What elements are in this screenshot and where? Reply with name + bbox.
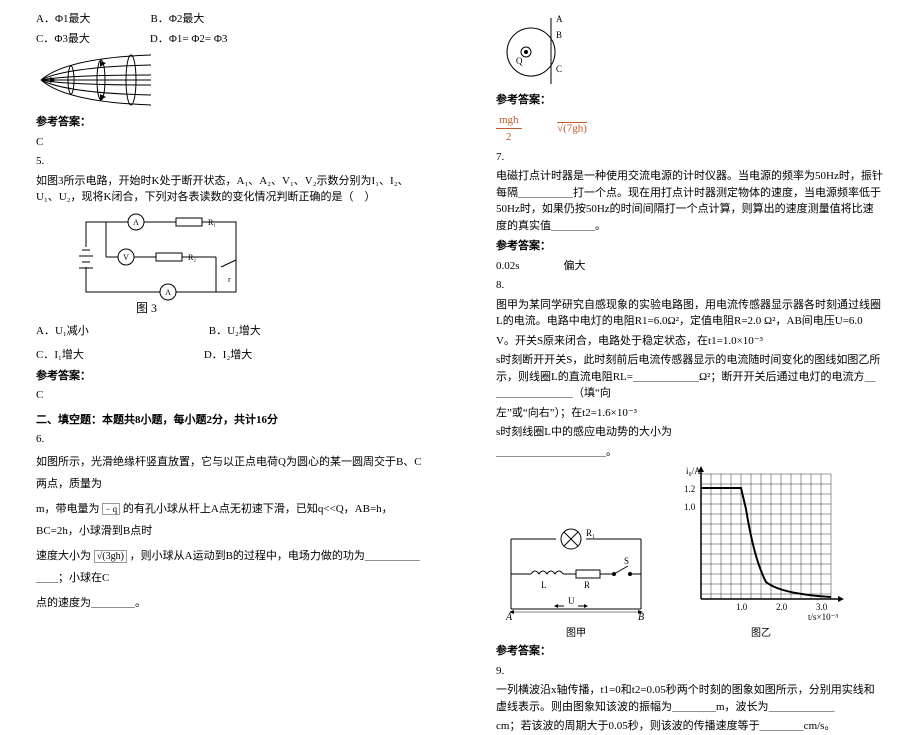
svg-text:1.0: 1.0 xyxy=(684,502,696,512)
q4-ans: C xyxy=(36,134,424,151)
q4-opt-a: A．Φ1最大 xyxy=(36,11,90,28)
q6-p2: m，带电量为 − q 的有孔小球从杆上A点无初速下滑，已知q<<Q，AB=h，B… xyxy=(36,498,424,542)
q8-p6: ＿＿＿＿＿＿＿＿＿＿。 xyxy=(496,444,884,461)
svg-text:L: L xyxy=(541,580,547,590)
q8-num: 8. xyxy=(496,277,884,294)
svg-text:t/s×10⁻³: t/s×10⁻³ xyxy=(808,612,838,622)
svg-text:i₀/A: i₀/A xyxy=(686,466,701,476)
svg-text:R₁: R₁ xyxy=(586,528,595,538)
svg-text:B: B xyxy=(556,30,562,40)
q8-fig1-cap: 图甲 xyxy=(496,624,656,639)
q5-row2: C．I₁增大 D．I₂增大 xyxy=(36,347,424,364)
svg-text:V: V xyxy=(123,253,129,262)
svg-text:图 3: 图 3 xyxy=(136,301,157,315)
svg-text:A: A xyxy=(133,218,139,227)
q6-p1: 如图所示，光滑绝缘杆竖直放置，它与以正点电荷Q为圆心的某一圆周交于B、C两点，质… xyxy=(36,451,424,495)
section2-title: 二、填空题：本题共8小题，每小题2分，共计16分 xyxy=(36,412,424,429)
svg-text:Q: Q xyxy=(516,56,523,66)
q8-fig1: R₁ L R S U xyxy=(496,524,656,639)
q8-p5: s时刻线圈L中的感应电动势的大小为 xyxy=(496,424,884,441)
q4-ans-label: 参考答案： xyxy=(36,114,424,131)
q6-ans-label: 参考答案： xyxy=(496,92,884,109)
q8-ans-label: 参考答案： xyxy=(496,643,884,660)
svg-text:1.2: 1.2 xyxy=(684,484,695,494)
q9-num: 9. xyxy=(496,663,884,680)
q7-ans: 0.02s 偏大 xyxy=(496,258,884,275)
svg-text:r: r xyxy=(228,275,231,284)
q6-sqrt: √(3gh) xyxy=(94,550,127,563)
q9-p1: 一列横波沿x轴传播，t1=0和t2=0.05秒两个时刻的图象如图所示，分别用实线… xyxy=(496,682,884,715)
q6-p4: 点的速度为＿＿＿＿。 xyxy=(36,592,424,614)
q6-ans1: mgh 2 xyxy=(496,112,522,146)
q4-options-row2: C．Φ3最大 D．Φ1= Φ2= Φ3 xyxy=(36,31,424,48)
q4-opt-b: B．Φ2最大 xyxy=(150,11,204,28)
q5-figure: A R₁ V R₂ A r 图 3 xyxy=(76,212,424,317)
q6-num: 6. xyxy=(36,431,424,448)
q8-p4: 左”或“向右”）；在t2=1.6×10⁻³ xyxy=(496,405,884,422)
q6-p2a: m，带电量为 xyxy=(36,503,100,515)
q8-p2: V。开关S原来闭合，电路处于稳定状态，在t1=1.0×10⁻³ xyxy=(496,333,884,350)
svg-text:R₂: R₂ xyxy=(188,253,196,262)
q6-answers: mgh 2 √(7gh) xyxy=(496,112,884,146)
q6-ans2: √(7gh) xyxy=(557,122,587,134)
q6-p3: 速度大小为 √(3gh) ，则小球从A运动到B的过程中，电场力做的功为＿＿＿＿＿… xyxy=(36,545,424,589)
q5-opt-b: B．U₂增大 xyxy=(209,323,261,340)
svg-text:S: S xyxy=(624,556,629,566)
q5-opt-d: D．I₂增大 xyxy=(204,347,252,364)
q7-ans-label: 参考答案： xyxy=(496,238,884,255)
q6-neg-q: − q xyxy=(102,503,120,515)
q5-opt-a: A．U₁减小 xyxy=(36,323,89,340)
q7-num: 7. xyxy=(496,149,884,166)
q6-p3a: 速度大小为 xyxy=(36,550,91,562)
svg-text:A: A xyxy=(165,288,171,297)
q5-opt-c: C．I₁增大 xyxy=(36,347,84,364)
svg-text:A: A xyxy=(556,14,563,24)
q7-p1: 电磁打点计时器是一种使用交流电源的计时仪器。当电源的频率为50Hz时，振针每隔＿… xyxy=(496,168,884,234)
q5-stem: 如图3所示电路，开始时K处于断开状态，A₁、A₂、V₁、V₂示数分别为I₁、I₂… xyxy=(36,173,424,206)
q4-figure xyxy=(36,53,424,108)
q5-num: 5. xyxy=(36,153,424,170)
q8-fig2: 1.2 1.0 1.0 2.0 3.0 i₀/A t/s×10⁻³ 图乙 xyxy=(676,464,846,639)
q5-ans: C xyxy=(36,387,424,404)
q4-opt-c: C．Φ3最大 xyxy=(36,31,90,48)
q8-fig2-cap: 图乙 xyxy=(676,624,846,639)
svg-text:3.0: 3.0 xyxy=(816,602,828,612)
svg-text:R₁: R₁ xyxy=(208,218,216,227)
q4-opt-d: D．Φ1= Φ2= Φ3 xyxy=(150,31,227,48)
q8-p3: s时刻断开开关S，此时刻前后电流传感器显示的电流随时间变化的图线如图乙所示，则线… xyxy=(496,352,884,402)
q4-options-row1: A．Φ1最大 B．Φ2最大 xyxy=(36,11,424,28)
q9-p2: cm；若该波的周期大于0.05秒，则该波的传播速度等于＿＿＿＿cm/s。 xyxy=(496,718,884,735)
svg-text:1.0: 1.0 xyxy=(736,602,748,612)
svg-text:B: B xyxy=(638,612,644,623)
svg-text:2.0: 2.0 xyxy=(776,602,788,612)
svg-text:A: A xyxy=(505,612,513,623)
svg-text:U: U xyxy=(568,596,575,606)
svg-text:C: C xyxy=(556,64,562,74)
q6-figure: A B C Q xyxy=(496,14,884,86)
q5-ans-label: 参考答案： xyxy=(36,368,424,385)
svg-text:R: R xyxy=(584,580,590,590)
q5-row1: A．U₁减小 B．U₂增大 xyxy=(36,323,424,340)
q8-p1: 图甲为某同学研究自感现象的实验电路图，用电流传感器显示器各时刻通过线圈L的电流。… xyxy=(496,297,884,330)
